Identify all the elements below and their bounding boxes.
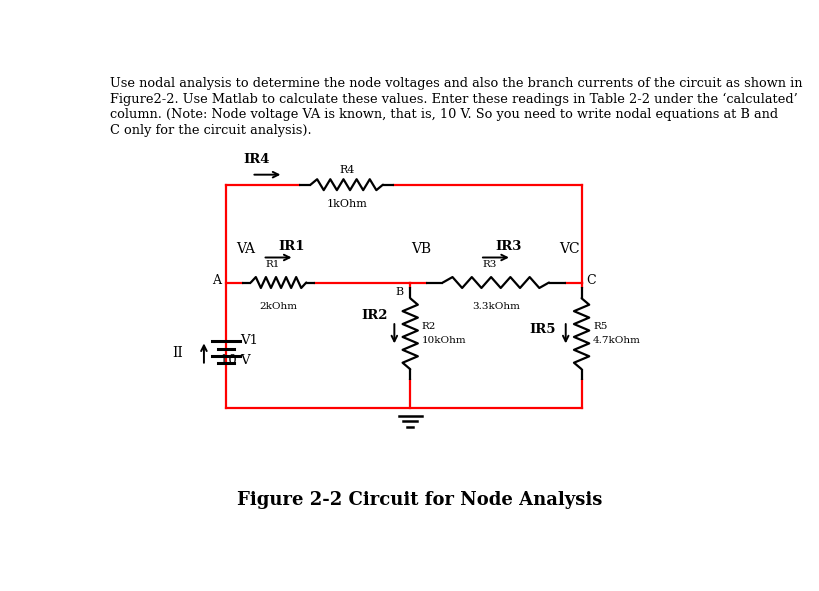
- Text: IR2: IR2: [361, 309, 388, 322]
- Text: 10 V: 10 V: [219, 354, 251, 367]
- Text: R1: R1: [265, 260, 279, 269]
- Text: R3: R3: [482, 260, 497, 269]
- Text: 2kOhm: 2kOhm: [260, 301, 297, 311]
- Text: R4: R4: [339, 165, 355, 175]
- Text: VB: VB: [411, 242, 432, 256]
- Text: Figure2-2. Use Matlab to calculate these values. Enter these readings in Table 2: Figure2-2. Use Matlab to calculate these…: [110, 93, 798, 106]
- Text: II: II: [172, 346, 183, 360]
- Text: 4.7kOhm: 4.7kOhm: [593, 336, 641, 345]
- Text: V1: V1: [240, 334, 258, 347]
- Text: column. (Note: Node voltage VA is known, that is, 10 V. So you need to write nod: column. (Note: Node voltage VA is known,…: [110, 108, 778, 121]
- Text: 1kOhm: 1kOhm: [326, 199, 367, 209]
- Text: IR1: IR1: [278, 240, 305, 253]
- Text: C: C: [586, 274, 596, 287]
- Text: IR4: IR4: [243, 152, 270, 165]
- Text: Use nodal analysis to determine the node voltages and also the branch currents o: Use nodal analysis to determine the node…: [110, 77, 803, 90]
- Text: A: A: [212, 274, 221, 287]
- Text: VA: VA: [236, 242, 255, 256]
- Text: 10kOhm: 10kOhm: [422, 336, 466, 345]
- Text: B: B: [396, 287, 404, 297]
- Text: IR3: IR3: [495, 240, 522, 253]
- Text: VC: VC: [559, 242, 580, 256]
- Text: R2: R2: [422, 323, 436, 332]
- Text: R5: R5: [593, 323, 608, 332]
- Text: Figure 2-2 Circuit for Node Analysis: Figure 2-2 Circuit for Node Analysis: [237, 491, 603, 509]
- Text: C only for the circuit analysis).: C only for the circuit analysis).: [110, 124, 311, 137]
- Text: IR5: IR5: [530, 323, 556, 336]
- Text: 3.3kOhm: 3.3kOhm: [472, 301, 520, 311]
